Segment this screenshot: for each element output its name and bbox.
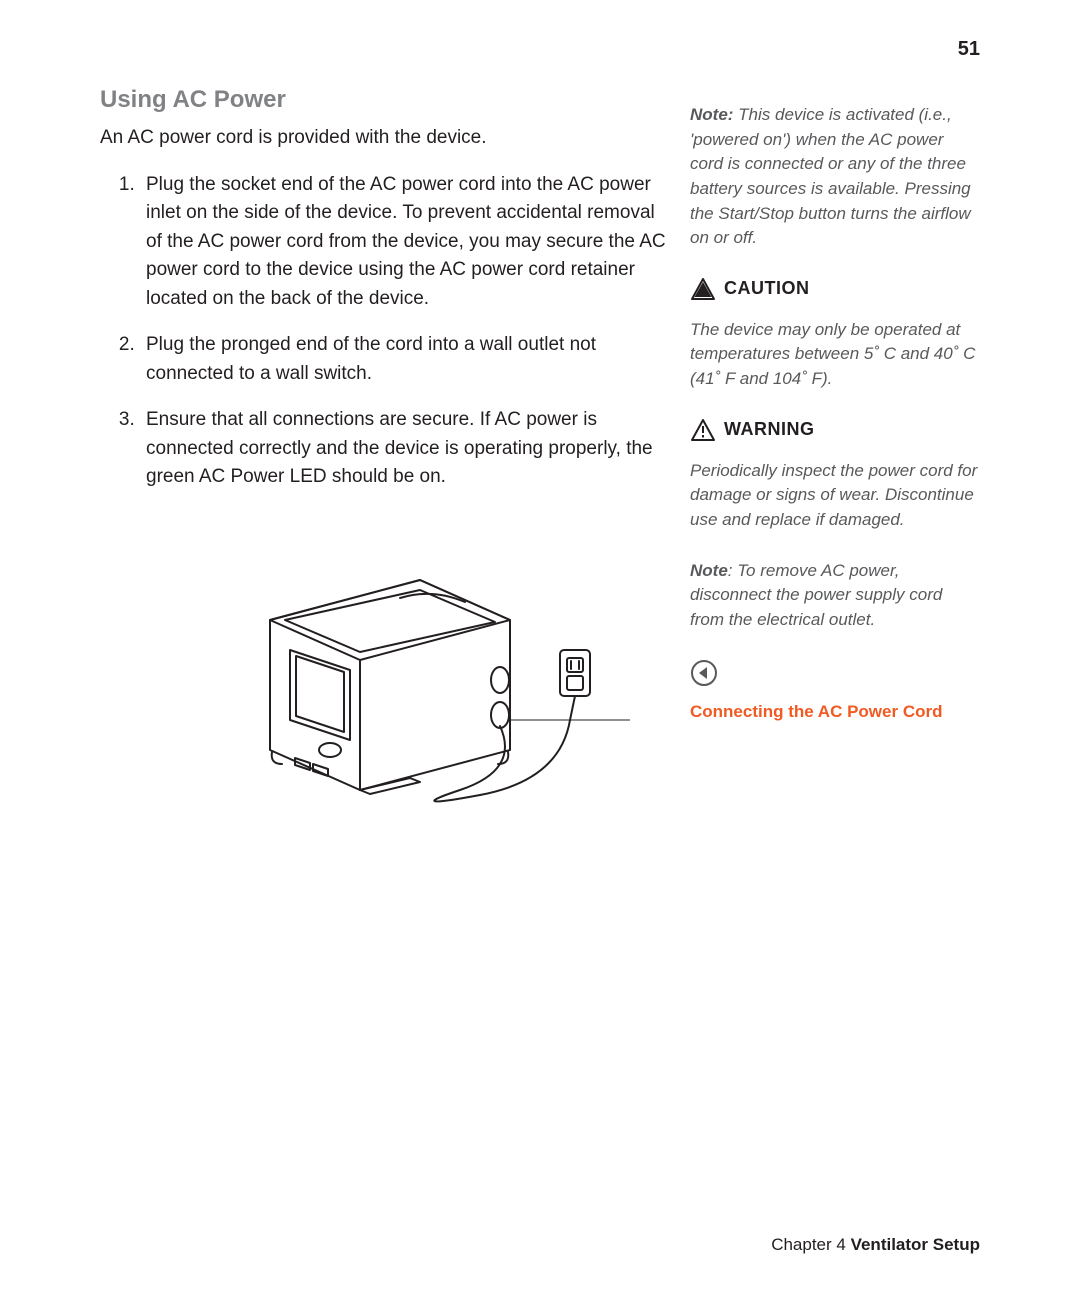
note-remove-power: Note: To remove AC power, disconnect the… xyxy=(690,559,980,633)
warning-icon xyxy=(690,418,716,442)
note-activation: Note: This device is activated (i.e., 'p… xyxy=(690,103,980,251)
intro-text: An AC power cord is provided with the de… xyxy=(100,124,670,153)
manual-page: 51 Using AC Power An AC power cord is pr… xyxy=(0,0,1080,1311)
step-3: Ensure that all connections are secure. … xyxy=(140,406,670,492)
step-1: Plug the socket end of the AC power cord… xyxy=(140,171,670,314)
warning-label: WARNING xyxy=(724,419,815,440)
caution-icon xyxy=(690,277,716,301)
figure-caption: Connecting the AC Power Cord xyxy=(690,700,980,724)
note-lead: Note: xyxy=(690,105,733,124)
note2-body: : To remove AC power, disconnect the pow… xyxy=(690,561,942,629)
step-2: Plug the pronged end of the cord into a … xyxy=(140,331,670,388)
sidebar-column: Note: This device is activated (i.e., 'p… xyxy=(690,86,980,723)
caution-body: The device may only be operated at tempe… xyxy=(690,318,980,392)
page-footer: Chapter 4 Ventilator Setup xyxy=(771,1235,980,1255)
section-heading: Using AC Power xyxy=(100,86,670,114)
footer-chapter: Chapter 4 xyxy=(771,1235,850,1254)
note-body: This device is activated (i.e., 'powered… xyxy=(690,105,971,247)
device-illustration xyxy=(210,550,630,820)
footer-title: Ventilator Setup xyxy=(851,1235,980,1254)
caution-header: CAUTION xyxy=(690,277,980,301)
warning-header: WARNING xyxy=(690,418,980,442)
page-number: 51 xyxy=(958,38,980,61)
note2-lead: Note xyxy=(690,561,728,580)
steps-list: Plug the socket end of the AC power cord… xyxy=(100,171,670,492)
warning-body: Periodically inspect the power cord for … xyxy=(690,459,980,533)
main-column: Using AC Power An AC power cord is provi… xyxy=(100,86,670,825)
figure-reference-icon xyxy=(690,659,718,687)
caution-label: CAUTION xyxy=(724,278,810,299)
